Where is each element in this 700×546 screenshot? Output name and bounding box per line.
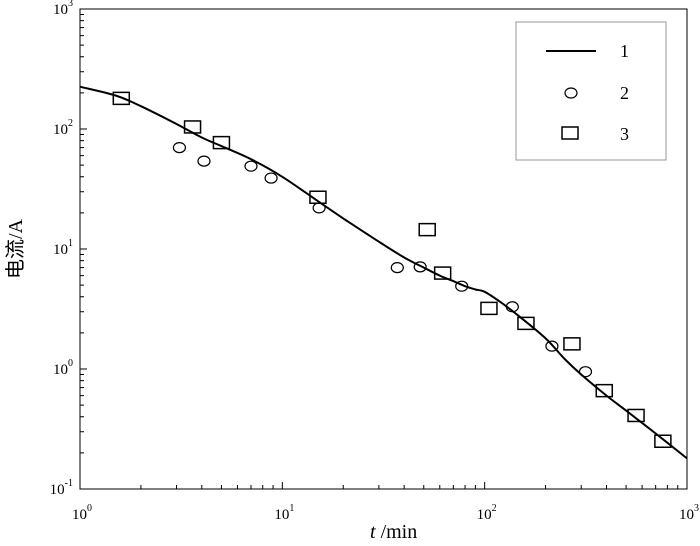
series-3-point bbox=[309, 190, 327, 204]
y-tick-label: 103 bbox=[53, 0, 73, 18]
series-2-point bbox=[264, 172, 278, 184]
legend-box bbox=[515, 21, 667, 161]
y-tick-exponent: 0 bbox=[68, 358, 73, 369]
series-3-point bbox=[595, 383, 614, 398]
x-tick-base: 10 bbox=[679, 507, 694, 523]
y-tick-base: 10 bbox=[53, 242, 68, 258]
x-tick-exponent: 0 bbox=[87, 503, 92, 514]
series-3-point bbox=[654, 434, 672, 448]
series-2-point bbox=[545, 340, 559, 352]
y-tick-base: 10 bbox=[53, 2, 68, 18]
y-tick-label: 100 bbox=[53, 358, 73, 378]
series-3-point bbox=[627, 408, 645, 423]
series-3-point bbox=[433, 266, 452, 280]
series-3-point bbox=[183, 120, 202, 134]
series-2-point bbox=[578, 366, 593, 378]
series-3-point bbox=[212, 135, 231, 150]
series-3-point bbox=[480, 301, 498, 316]
series-2-point bbox=[505, 301, 519, 313]
x-tick-base: 10 bbox=[72, 507, 87, 523]
series-2-point bbox=[197, 155, 211, 167]
x-tick-label: 102 bbox=[477, 503, 497, 523]
legend-label-3: 3 bbox=[620, 124, 629, 144]
x-tick-exponent: 1 bbox=[289, 503, 294, 514]
x-tick-exponent: 3 bbox=[694, 503, 699, 514]
series-2-point bbox=[312, 202, 326, 214]
y-tick-exponent: 2 bbox=[68, 118, 73, 129]
y-tick-exponent: 1 bbox=[68, 238, 73, 249]
y-tick-label: 102 bbox=[53, 118, 73, 138]
series-3-point bbox=[563, 337, 581, 351]
series-2-point bbox=[455, 280, 469, 292]
series-3-point bbox=[112, 91, 131, 106]
legend-label-1: 1 bbox=[620, 41, 629, 61]
x-tick-base: 10 bbox=[274, 507, 289, 523]
x-axis-label-unit: /min bbox=[376, 521, 418, 543]
series-1-line bbox=[79, 85, 688, 460]
y-tick-exponent: -1 bbox=[65, 478, 73, 489]
y-tick-label: 101 bbox=[53, 238, 73, 258]
x-axis-label: t /min bbox=[370, 521, 417, 543]
x-axis-ticks: 100 101 102 103 bbox=[72, 482, 699, 523]
x-tick-base: 10 bbox=[477, 507, 492, 523]
series-2-point bbox=[413, 261, 427, 273]
legend-circle-swatch bbox=[564, 87, 578, 99]
x-tick-exponent: 2 bbox=[492, 503, 497, 514]
x-tick-label: 101 bbox=[274, 503, 294, 523]
x-axis-label-variable: t bbox=[370, 521, 376, 543]
y-tick-base: 10 bbox=[53, 122, 68, 138]
y-tick-label: 10-1 bbox=[50, 478, 73, 498]
series-2-points bbox=[172, 141, 593, 378]
legend-square-swatch bbox=[561, 126, 579, 140]
legend: 1 2 3 bbox=[515, 21, 667, 161]
series-2-point bbox=[390, 261, 404, 274]
series-2-point bbox=[244, 160, 258, 172]
legend-label-2: 2 bbox=[620, 83, 629, 103]
y-tick-base: 10 bbox=[53, 362, 68, 378]
series-2-point bbox=[172, 141, 187, 154]
series-3-points bbox=[112, 91, 672, 448]
x-tick-label: 100 bbox=[72, 503, 92, 523]
series-3-point bbox=[418, 222, 436, 237]
series-3-point bbox=[517, 316, 535, 331]
y-tick-base: 10 bbox=[50, 482, 65, 498]
y-tick-exponent: 3 bbox=[68, 0, 73, 9]
x-tick-label: 103 bbox=[679, 503, 699, 523]
y-axis-label: 电流/A bbox=[4, 218, 27, 279]
